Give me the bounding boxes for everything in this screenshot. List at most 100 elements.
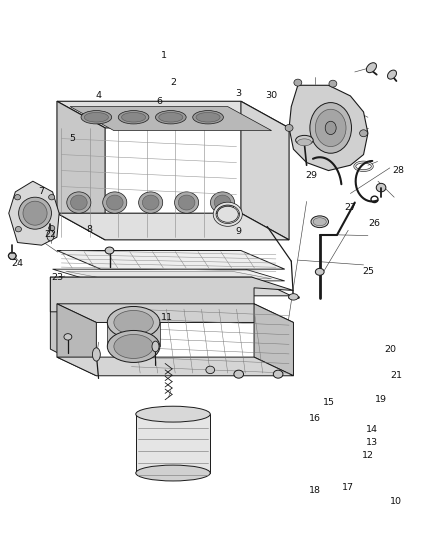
Polygon shape xyxy=(50,277,92,370)
Ellipse shape xyxy=(325,122,336,135)
Ellipse shape xyxy=(23,201,47,225)
Ellipse shape xyxy=(155,110,186,124)
Ellipse shape xyxy=(107,306,160,338)
Ellipse shape xyxy=(206,366,215,374)
Ellipse shape xyxy=(360,130,367,136)
Polygon shape xyxy=(57,213,289,240)
Ellipse shape xyxy=(174,192,199,213)
Ellipse shape xyxy=(14,195,21,200)
Text: 25: 25 xyxy=(362,268,374,276)
Text: 15: 15 xyxy=(322,398,335,407)
Ellipse shape xyxy=(152,341,159,352)
Ellipse shape xyxy=(193,110,223,124)
Polygon shape xyxy=(57,251,285,269)
Ellipse shape xyxy=(71,195,87,210)
Ellipse shape xyxy=(49,225,55,231)
Ellipse shape xyxy=(329,80,337,87)
Text: 29: 29 xyxy=(305,172,317,180)
Ellipse shape xyxy=(136,406,210,422)
Polygon shape xyxy=(136,414,210,473)
Text: 28: 28 xyxy=(392,166,405,175)
Ellipse shape xyxy=(366,63,377,72)
Ellipse shape xyxy=(102,192,127,213)
Text: 23: 23 xyxy=(51,273,63,281)
Text: 2: 2 xyxy=(170,78,176,87)
Polygon shape xyxy=(107,322,160,346)
Ellipse shape xyxy=(234,370,244,378)
Ellipse shape xyxy=(136,465,210,481)
Ellipse shape xyxy=(376,183,386,192)
Ellipse shape xyxy=(121,112,145,122)
Ellipse shape xyxy=(294,79,302,86)
Polygon shape xyxy=(50,277,293,312)
Ellipse shape xyxy=(315,109,346,147)
Polygon shape xyxy=(9,181,59,245)
Text: 10: 10 xyxy=(390,497,403,505)
Polygon shape xyxy=(66,271,272,279)
Text: 3: 3 xyxy=(236,89,242,98)
Ellipse shape xyxy=(114,310,153,335)
Text: 27: 27 xyxy=(344,204,357,212)
Ellipse shape xyxy=(142,195,159,210)
Text: 26: 26 xyxy=(368,220,381,228)
Polygon shape xyxy=(57,101,105,240)
Ellipse shape xyxy=(138,192,162,213)
Text: 16: 16 xyxy=(309,414,321,423)
Ellipse shape xyxy=(159,112,183,122)
Polygon shape xyxy=(50,277,291,296)
Ellipse shape xyxy=(15,227,21,232)
Ellipse shape xyxy=(118,110,149,124)
Ellipse shape xyxy=(8,253,16,259)
Ellipse shape xyxy=(217,206,238,222)
Ellipse shape xyxy=(273,370,283,378)
Text: 1: 1 xyxy=(161,52,167,60)
Polygon shape xyxy=(70,107,272,131)
Polygon shape xyxy=(57,101,289,128)
Ellipse shape xyxy=(388,70,396,79)
Text: 18: 18 xyxy=(309,486,321,495)
Polygon shape xyxy=(289,85,368,171)
Ellipse shape xyxy=(313,217,326,226)
Ellipse shape xyxy=(64,334,72,340)
Text: 13: 13 xyxy=(366,438,378,447)
Text: 4: 4 xyxy=(95,92,102,100)
Text: 17: 17 xyxy=(342,483,354,492)
Ellipse shape xyxy=(92,348,100,361)
Ellipse shape xyxy=(310,102,351,154)
Ellipse shape xyxy=(47,230,54,241)
Text: 14: 14 xyxy=(366,425,378,433)
Ellipse shape xyxy=(67,192,91,213)
Text: 8: 8 xyxy=(87,225,93,233)
Ellipse shape xyxy=(105,247,114,254)
Polygon shape xyxy=(254,304,293,376)
Polygon shape xyxy=(57,357,293,376)
Polygon shape xyxy=(57,304,293,322)
Ellipse shape xyxy=(285,125,293,132)
Ellipse shape xyxy=(214,195,231,210)
Ellipse shape xyxy=(315,269,324,275)
Ellipse shape xyxy=(196,112,220,122)
Text: 6: 6 xyxy=(157,97,163,106)
Ellipse shape xyxy=(297,139,311,146)
Ellipse shape xyxy=(114,335,153,359)
Text: 30: 30 xyxy=(265,92,278,100)
Ellipse shape xyxy=(49,195,55,200)
Ellipse shape xyxy=(18,197,52,229)
Polygon shape xyxy=(53,269,285,281)
Text: 21: 21 xyxy=(390,372,403,380)
Ellipse shape xyxy=(178,195,195,210)
Text: 22: 22 xyxy=(44,230,57,239)
Ellipse shape xyxy=(296,135,313,145)
Text: 9: 9 xyxy=(236,228,242,236)
Polygon shape xyxy=(57,304,96,376)
Ellipse shape xyxy=(84,112,109,122)
Ellipse shape xyxy=(289,294,298,300)
Text: 12: 12 xyxy=(362,451,374,460)
Ellipse shape xyxy=(106,195,123,210)
Ellipse shape xyxy=(210,192,234,213)
Polygon shape xyxy=(241,101,289,240)
Ellipse shape xyxy=(311,216,328,228)
Text: 11: 11 xyxy=(160,313,173,321)
Ellipse shape xyxy=(81,110,112,124)
Text: 24: 24 xyxy=(11,260,24,268)
